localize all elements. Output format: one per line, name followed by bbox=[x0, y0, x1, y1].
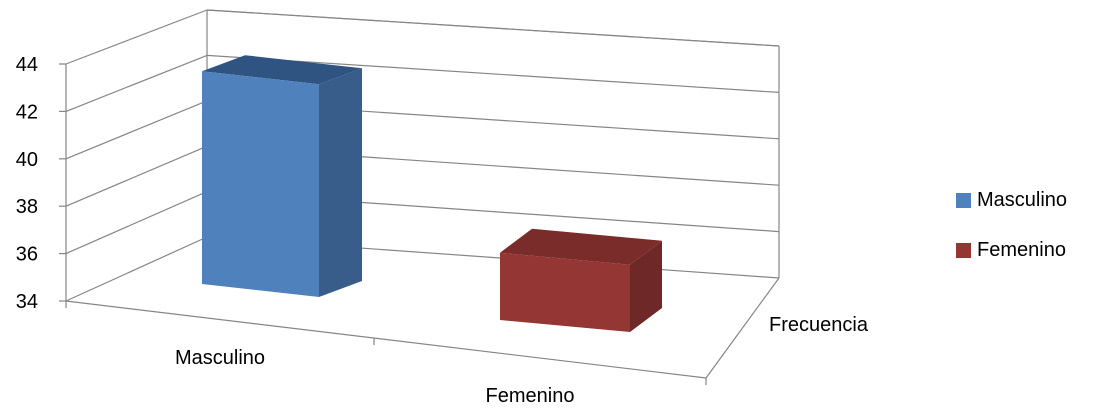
y-tick-label: 36 bbox=[16, 244, 38, 266]
bar-top bbox=[202, 55, 362, 85]
y-tick-label: 38 bbox=[16, 196, 38, 218]
x-category-label: Femenino bbox=[486, 385, 575, 407]
legend-swatch bbox=[956, 192, 971, 208]
y-tick-label: 40 bbox=[16, 149, 38, 171]
gridline-left bbox=[65, 9, 208, 65]
bars bbox=[202, 55, 662, 332]
gridline-back bbox=[206, 54, 780, 93]
x-category-label: Masculino bbox=[175, 347, 265, 369]
gridline-back bbox=[206, 9, 780, 47]
gridline-left bbox=[65, 54, 208, 112]
axis-labels: Masculino Femenino Frecuencia bbox=[175, 314, 869, 407]
legend: Masculino Femenino bbox=[956, 186, 1067, 286]
depth-axis-line bbox=[705, 277, 780, 379]
gridline-left bbox=[65, 145, 208, 207]
bar-side bbox=[630, 240, 662, 332]
y-tick-label: 42 bbox=[16, 101, 38, 123]
legend-item-masculino: Masculino bbox=[956, 186, 1067, 214]
y-tick-label: 44 bbox=[16, 54, 38, 76]
y-axis-ticks: 34 36 38 40 42 44 bbox=[16, 54, 66, 313]
gridline-left bbox=[65, 191, 208, 255]
depth-axis-label: Frecuencia bbox=[769, 314, 869, 336]
legend-swatch bbox=[956, 242, 971, 258]
bar-side bbox=[319, 68, 362, 297]
gridlines bbox=[65, 9, 780, 255]
left-wall-bottom-edge bbox=[65, 236, 208, 302]
bar-front bbox=[500, 252, 630, 332]
legend-label: Femenino bbox=[977, 238, 1066, 261]
y-tick-label: 34 bbox=[16, 291, 38, 313]
legend-item-femenino: Femenino bbox=[956, 236, 1067, 264]
x-axis-line bbox=[65, 300, 707, 379]
bar-front bbox=[202, 71, 319, 297]
gridline-left bbox=[65, 100, 208, 160]
legend-label: Masculino bbox=[977, 188, 1068, 211]
bar-top bbox=[500, 228, 662, 265]
